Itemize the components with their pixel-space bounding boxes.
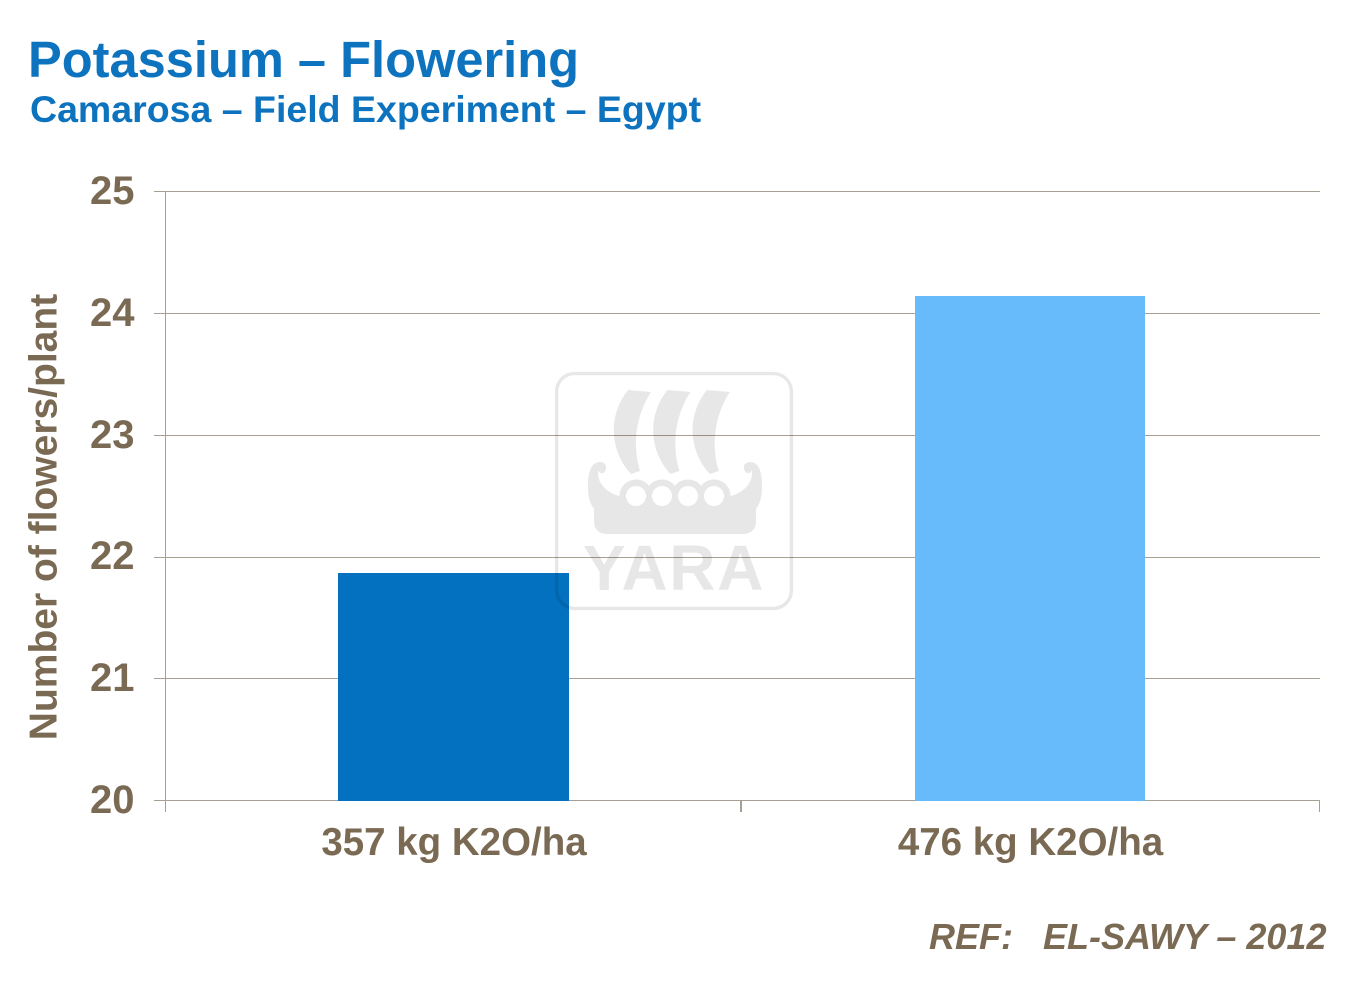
svg-text:YARA: YARA [583,532,765,604]
